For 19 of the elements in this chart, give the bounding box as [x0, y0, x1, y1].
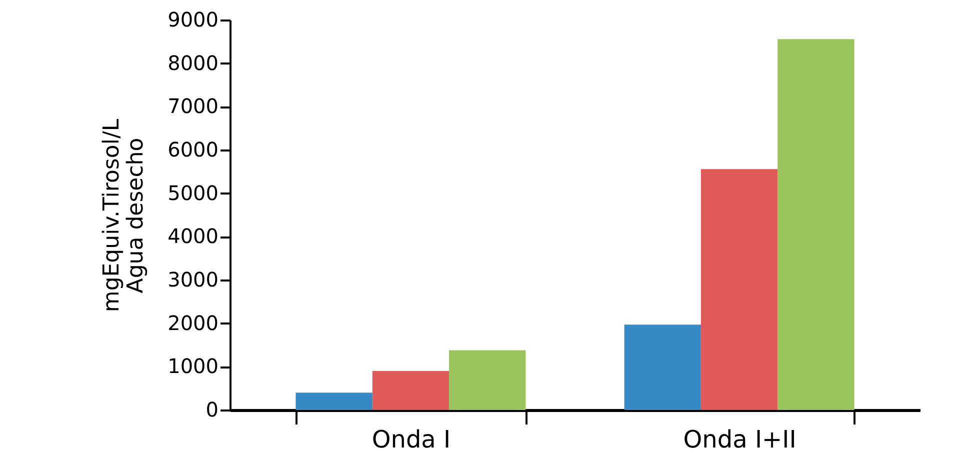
y-tick-label: 8000: [168, 50, 218, 75]
y-tick-label: 3000: [168, 268, 218, 292]
bar: [449, 350, 526, 410]
y-axis-title: mgEquiv.Tirosol/L Agua desecho: [100, 118, 149, 312]
y-tick-label: 5000: [168, 180, 218, 205]
y-tick-label: 4000: [168, 224, 218, 248]
bar: [778, 39, 854, 410]
y-tick-label: 7000: [168, 94, 218, 118]
y-tick-label: 9000: [168, 8, 218, 32]
bar: [700, 169, 778, 410]
bar: [372, 371, 450, 410]
y-tick-label: 2000: [168, 310, 218, 335]
bar: [296, 392, 372, 410]
y-tick-label: 1000: [168, 354, 218, 378]
x-tick-label: Onda I+II: [683, 426, 796, 454]
y-tick-label: 6000: [168, 138, 218, 162]
x-tick-label: Onda I: [372, 426, 451, 454]
bar: [624, 324, 701, 410]
y-tick-label: 0: [206, 398, 218, 422]
